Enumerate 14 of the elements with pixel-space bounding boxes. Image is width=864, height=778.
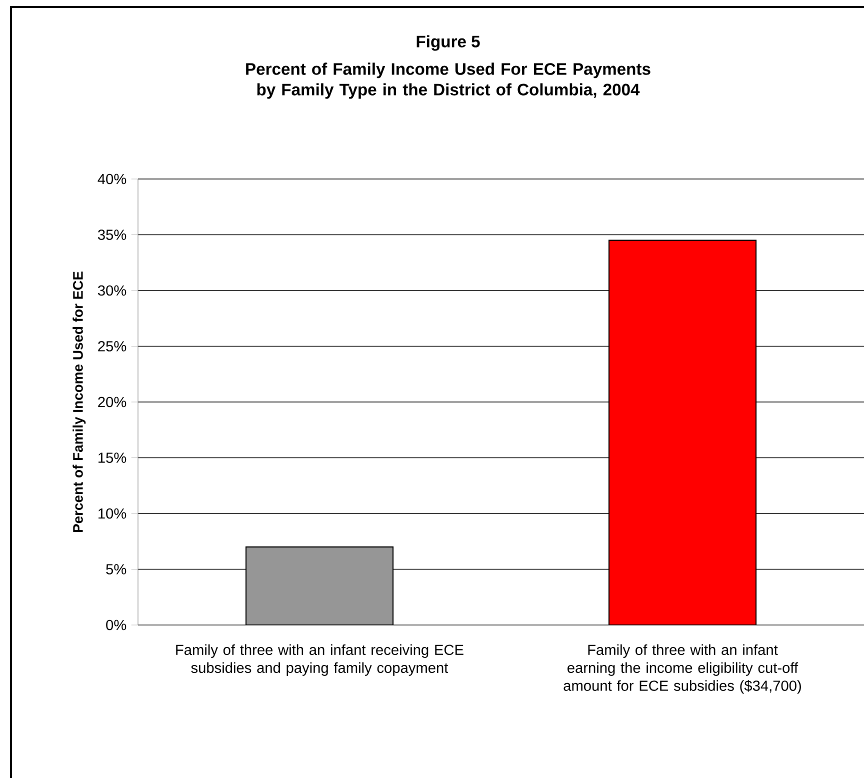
y-tick-label: 20% xyxy=(98,396,126,408)
chart-title: Figure 5 xyxy=(416,35,480,51)
chart-subtitle: Percent of Family Income Used For ECE Payments by Family Type in the District of Columbia, 2004 xyxy=(246,62,650,99)
y-tick-label: 0% xyxy=(106,620,126,630)
y-tick-label: 10% xyxy=(98,508,126,519)
y-tick-label: 40% xyxy=(98,174,126,184)
x-tick-label: Family of three with an infant earning the income eligibility cut-off amount for ECE subsidies ($34,700) xyxy=(564,644,801,694)
y-tick-label: 15% xyxy=(98,452,126,463)
y-tick-label: 25% xyxy=(98,341,126,352)
y-tick-label: 35% xyxy=(98,230,126,240)
y-axis-title: Percent of Family Income Used for ECE xyxy=(72,272,86,532)
y-tick-label: 30% xyxy=(98,285,126,296)
y-tick-label: 5% xyxy=(106,564,126,574)
x-tick-label: Family of three with an infant receiving ECE subsidies and paying family copayment xyxy=(176,644,464,676)
